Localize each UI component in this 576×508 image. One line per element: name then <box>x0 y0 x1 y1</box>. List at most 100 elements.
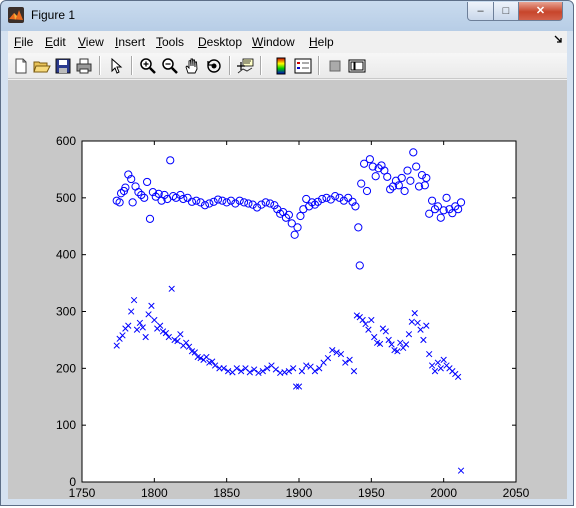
menu-file[interactable]: File <box>14 35 34 49</box>
data-point-circle <box>261 198 270 207</box>
zoom-out-icon[interactable] <box>161 57 179 75</box>
close-button[interactable]: ✕ <box>518 2 563 21</box>
data-point-cross <box>285 368 293 375</box>
data-point-circle <box>218 196 227 205</box>
data-cursor-icon[interactable] <box>236 57 254 75</box>
data-point-circle <box>322 193 331 202</box>
window-client: File Edit View Insert Tools Desktop Wind… <box>8 31 567 499</box>
maximize-button[interactable]: □ <box>493 2 519 21</box>
data-point-circle <box>290 230 299 239</box>
data-point-circle <box>425 209 434 218</box>
show-plot-tools-icon[interactable] <box>348 57 366 75</box>
x-tick-label: 2050 <box>503 486 530 499</box>
data-point-cross <box>177 331 184 338</box>
menu-bar: File Edit View Insert Tools Desktop Wind… <box>8 31 567 53</box>
x-tick-label: 1800 <box>141 486 168 499</box>
data-point-circle <box>235 196 244 205</box>
data-point-cross <box>376 340 384 348</box>
data-point-circle <box>252 203 262 212</box>
data-point-circle <box>239 198 249 207</box>
data-point-circle <box>439 206 448 215</box>
menu-tools[interactable]: Tools <box>156 35 185 49</box>
data-point-circle <box>371 172 380 181</box>
scatter-plot[interactable]: 1750 1800 1850 1900 1950 2000 2050 0 100 200 300 40… <box>8 80 567 499</box>
pan-hand-icon[interactable] <box>183 57 201 75</box>
data-point-cross <box>191 349 198 356</box>
print-icon[interactable] <box>75 57 93 75</box>
zoom-in-icon[interactable] <box>139 57 157 75</box>
y-tick-label: 100 <box>56 418 76 432</box>
data-point-circle <box>166 156 175 165</box>
data-point-circle <box>433 202 442 211</box>
figure-canvas[interactable]: 1750 1800 1850 1900 1950 2000 2050 0 100 200 300 40… <box>8 80 567 499</box>
data-point-cross <box>371 333 378 341</box>
data-point-cross <box>428 362 436 369</box>
data-point-circle <box>348 197 357 206</box>
legend-icon[interactable] <box>294 57 312 75</box>
data-point-cross <box>128 308 135 315</box>
title-bar[interactable]: Figure 1 – □ ✕ <box>1 1 573 31</box>
maximize-icon: □ <box>502 5 510 17</box>
data-point-cross <box>420 336 427 344</box>
menu-help[interactable]: Help <box>309 35 334 49</box>
data-point-cross <box>394 348 401 355</box>
menu-edit[interactable]: Edit <box>45 35 66 49</box>
toolbar-separator <box>260 56 262 75</box>
data-point-cross <box>292 383 300 390</box>
data-point-cross <box>185 343 193 350</box>
data-point-cross <box>209 358 216 365</box>
data-point-circle <box>406 176 415 185</box>
open-file-icon[interactable] <box>33 57 51 75</box>
edit-plot-arrow-icon[interactable] <box>107 57 125 75</box>
data-point-circle <box>310 200 320 209</box>
x-tick-label: 2000 <box>430 486 457 499</box>
x-tick-label: 1950 <box>358 486 385 499</box>
data-point-cross <box>255 369 262 377</box>
menu-view[interactable]: View <box>78 35 104 49</box>
data-point-circle <box>127 174 136 184</box>
data-point-circle <box>412 162 421 171</box>
data-point-circle <box>134 188 143 197</box>
data-point-circle <box>128 198 137 207</box>
data-point-circle <box>422 173 431 183</box>
menu-desktop[interactable]: Desktop <box>198 35 243 49</box>
data-point-cross <box>402 341 410 348</box>
data-point-cross <box>139 324 146 331</box>
data-point-circle <box>383 172 392 181</box>
data-point-cross <box>183 339 190 346</box>
axes-box <box>81 140 517 483</box>
data-point-circle <box>427 196 437 205</box>
data-point-cross <box>119 332 126 339</box>
data-point-cross <box>125 322 132 329</box>
colorbar-icon[interactable] <box>272 57 290 75</box>
dock-arrow-icon[interactable] <box>554 35 563 44</box>
minimize-icon: – <box>477 5 484 17</box>
data-point-cross <box>174 337 181 345</box>
save-icon[interactable] <box>54 57 72 75</box>
data-point-cross <box>148 302 155 309</box>
rotate-3d-icon[interactable] <box>205 57 223 75</box>
minimize-button[interactable]: – <box>467 2 494 21</box>
x-tick-label: 1850 <box>213 486 240 499</box>
figure-toolbar <box>8 53 567 79</box>
data-point-circle <box>403 166 412 175</box>
data-point-circle <box>115 198 124 207</box>
window-title: Figure 1 <box>31 8 76 22</box>
data-point-cross <box>333 349 340 356</box>
data-point-cross <box>397 339 404 346</box>
data-point-cross <box>237 368 245 375</box>
data-point-cross <box>434 359 442 366</box>
data-point-cross <box>220 365 227 372</box>
data-point-circle <box>145 214 155 223</box>
data-point-circle <box>293 223 302 232</box>
hide-plot-tools-icon[interactable] <box>326 57 344 75</box>
data-point-cross <box>350 368 358 375</box>
menu-window[interactable]: Window <box>252 35 295 49</box>
data-point-circle <box>400 186 409 196</box>
menu-insert[interactable]: Insert <box>115 35 146 49</box>
data-point-circle <box>140 193 149 202</box>
data-point-cross <box>368 316 375 324</box>
data-point-circle <box>213 195 223 204</box>
new-figure-icon[interactable] <box>12 57 30 75</box>
data-point-circle <box>417 171 427 180</box>
